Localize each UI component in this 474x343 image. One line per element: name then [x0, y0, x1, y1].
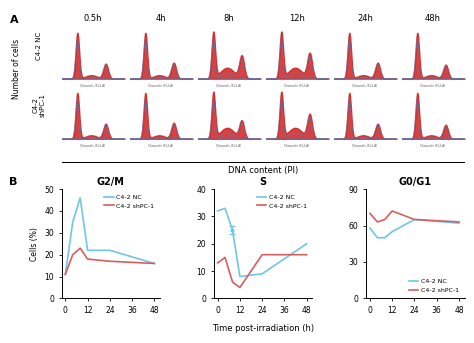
Title: G2/M: G2/M — [97, 177, 125, 187]
Title: 0.5h: 0.5h — [84, 14, 102, 23]
Title: 48h: 48h — [425, 14, 441, 23]
Title: S: S — [259, 177, 267, 187]
Text: Channels (FL2-A): Channels (FL2-A) — [284, 144, 310, 148]
Text: Channels (FL2-A): Channels (FL2-A) — [353, 84, 378, 88]
Text: Channels (FL2-A): Channels (FL2-A) — [81, 84, 106, 88]
Legend: C4-2 NC, C4-2 shPC-1: C4-2 NC, C4-2 shPC-1 — [102, 192, 157, 211]
Text: A: A — [9, 15, 18, 25]
Y-axis label: Cells (%): Cells (%) — [30, 227, 39, 261]
Text: Channels (FL2-A): Channels (FL2-A) — [284, 84, 310, 88]
Text: Number of cells: Number of cells — [12, 38, 21, 99]
Text: Channels (FL2-A): Channels (FL2-A) — [148, 144, 173, 148]
Text: C4-2 NC: C4-2 NC — [36, 32, 42, 60]
Text: Channels (FL2-A): Channels (FL2-A) — [81, 144, 106, 148]
Title: 4h: 4h — [156, 14, 166, 23]
Text: Channels (FL2-A): Channels (FL2-A) — [353, 144, 378, 148]
Title: 12h: 12h — [289, 14, 305, 23]
Text: Channels (FL2-A): Channels (FL2-A) — [148, 84, 173, 88]
Text: Channels (FL2-A): Channels (FL2-A) — [420, 144, 446, 148]
Text: C4-2
shPC-1: C4-2 shPC-1 — [32, 93, 46, 117]
Text: Channels (FL2-A): Channels (FL2-A) — [420, 84, 446, 88]
Legend: C4-2 NC, C4-2 shPC-1: C4-2 NC, C4-2 shPC-1 — [407, 276, 461, 295]
Legend: C4-2 NC, C4-2 shPC-1: C4-2 NC, C4-2 shPC-1 — [254, 192, 309, 211]
Text: Channels (FL2-A): Channels (FL2-A) — [217, 84, 242, 88]
Text: DNA content (PI): DNA content (PI) — [228, 166, 298, 175]
Text: Time post-irradiation (h): Time post-irradiation (h) — [212, 324, 314, 333]
Text: Channels (FL2-A): Channels (FL2-A) — [217, 144, 242, 148]
Title: 24h: 24h — [357, 14, 373, 23]
Title: 8h: 8h — [224, 14, 235, 23]
Title: G0/G1: G0/G1 — [399, 177, 432, 187]
Text: B: B — [9, 177, 18, 187]
